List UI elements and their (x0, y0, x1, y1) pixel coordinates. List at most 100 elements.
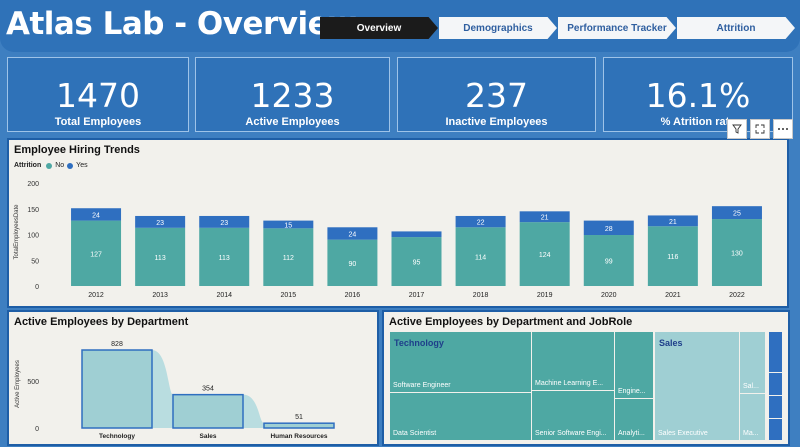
y-axis-label: TotalEmployeesDate (14, 204, 20, 260)
bar-no (71, 220, 122, 286)
dept-data-label: 828 (111, 341, 123, 348)
kpi-inactive-employees: 237 Inactive Employees (397, 57, 596, 132)
dept-data-label: 51 (295, 414, 303, 421)
data-label-no: 113 (155, 255, 166, 262)
nav-button-overview[interactable]: Overview (320, 17, 438, 39)
x-tick-label: 2014 (216, 292, 232, 299)
kpi-value: 1233 (250, 76, 335, 115)
bar-yes (199, 215, 250, 228)
dept-data-label: 354 (202, 386, 214, 393)
page-title: Atlas Lab - Overview (6, 6, 357, 42)
data-label-yes: 21 (669, 219, 677, 226)
x-tick-label: 2012 (88, 292, 104, 299)
legend-dot-yes (67, 162, 74, 169)
data-label-yes: 24 (92, 212, 100, 219)
bar-yes (519, 211, 570, 223)
treemap-cell-senior-software-engineer[interactable]: Senior Software Engi... (532, 391, 614, 440)
x-tick-label: 2013 (152, 292, 168, 299)
x-tick-label: 2018 (473, 292, 489, 299)
filter-icon[interactable] (727, 119, 747, 139)
kpi-label: Total Employees (54, 116, 142, 128)
treemap-cell-machine-learning[interactable]: Machine Learning E... (532, 332, 614, 390)
treemap-cell-label: Sal... (743, 383, 759, 390)
data-label-no: 124 (539, 252, 551, 259)
treemap-panel: Active Employees by Department and JobRo… (382, 310, 790, 446)
bar-no (327, 239, 378, 286)
bar-no (455, 227, 506, 286)
data-label-yes: 22 (477, 220, 485, 227)
x-tick-label: 2022 (729, 292, 745, 299)
bar-no (263, 228, 314, 286)
data-label-yes: 24 (349, 231, 357, 238)
header-bar: Atlas Lab - Overview Overview Demographi… (0, 0, 800, 52)
bar-no (135, 227, 186, 286)
data-label-no: 113 (219, 255, 230, 262)
treemap-cell-data-scientist[interactable]: Data Scientist (390, 393, 531, 440)
dept-x-label: Human Resources (270, 433, 327, 440)
kpi-total-employees: 1470 Total Employees (7, 57, 189, 132)
bar-no (647, 226, 698, 286)
kpi-label: % Atrition rate (660, 116, 736, 128)
y-axis-label: Active Employees (15, 360, 21, 408)
dept-title: Active Employees by Department (14, 316, 189, 328)
legend-label-no[interactable]: No (55, 162, 65, 169)
treemap-cell-hr-2[interactable] (769, 373, 782, 395)
treemap-cell-sales-rep[interactable]: Sal... (740, 332, 765, 393)
bar-yes (391, 231, 442, 238)
data-label-no: 127 (90, 251, 102, 258)
hiring-trends-title: Employee Hiring Trends (14, 144, 140, 156)
treemap-cell-hr-1[interactable] (769, 332, 782, 372)
bar-no (391, 237, 442, 286)
y-tick-label: 0 (35, 284, 39, 291)
nav-button-attrition[interactable]: Attrition (677, 17, 795, 39)
dept-panel: Active Employees by Department 0 500 Activ… (7, 310, 379, 446)
bar-yes (583, 220, 634, 236)
bar-yes (135, 215, 186, 228)
treemap-cell-engineering-manager[interactable]: Engine... (615, 332, 653, 398)
bar-no (519, 222, 570, 286)
dept-bar (172, 393, 244, 429)
legend-dot-no (46, 162, 53, 169)
dept-x-label: Sales (200, 433, 217, 440)
y-tick-label: 500 (27, 379, 39, 386)
treemap-cell-label: Analyti... (618, 430, 645, 437)
treemap-title: Active Employees by Department and JobRo… (389, 316, 633, 328)
data-label-no: 114 (475, 255, 486, 262)
nav-button-performance-tracker[interactable]: Performance Tracker (558, 17, 676, 39)
hiring-legend: Attrition No Yes (14, 162, 88, 169)
treemap-cell-manager[interactable]: Ma... (740, 394, 765, 440)
y-tick-label: 100 (27, 233, 39, 240)
data-label-no: 90 (349, 261, 357, 268)
data-label-no: 95 (413, 260, 421, 267)
more-options-icon[interactable] (773, 119, 793, 139)
kpi-attrition-rate: 16.1% % Atrition rate (603, 57, 793, 132)
bar-yes (71, 208, 122, 221)
x-tick-label: 2021 (665, 292, 681, 299)
bar-yes (647, 215, 698, 227)
treemap-cell-hr-3[interactable] (769, 396, 782, 418)
nav-button-demographics[interactable]: Demographics (439, 17, 557, 39)
y-tick-label: 200 (27, 181, 39, 188)
x-tick-label: 2020 (601, 292, 617, 299)
treemap-cell-label: Machine Learning E... (535, 380, 604, 387)
treemap-cell-sales-executive[interactable]: Sales Executive (655, 332, 739, 440)
dept-bar (263, 422, 335, 429)
hiring-trends-panel: Employee Hiring Trends Attrition No Yes … (7, 138, 789, 308)
bar-no (711, 219, 762, 286)
x-tick-label: 2015 (281, 292, 297, 299)
y-tick-label: 50 (31, 258, 39, 265)
legend-label-yes[interactable]: Yes (76, 162, 88, 169)
treemap-cell-software-engineer[interactable]: Software Engineer (390, 332, 531, 392)
bar-yes (263, 220, 314, 229)
treemap-cell-hr-4[interactable] (769, 419, 782, 440)
focus-mode-icon[interactable] (750, 119, 770, 139)
kpi-value: 16.1% (645, 76, 751, 115)
visual-toolbar (727, 119, 793, 139)
treemap-cell-analytics[interactable]: Analyti... (615, 399, 653, 440)
data-label-no: 116 (667, 254, 678, 261)
legend-title: Attrition (14, 162, 42, 169)
data-label-no: 130 (731, 251, 743, 258)
x-tick-label: 2016 (345, 292, 361, 299)
data-label-yes: 15 (284, 222, 292, 229)
kpi-label: Active Employees (245, 116, 340, 128)
